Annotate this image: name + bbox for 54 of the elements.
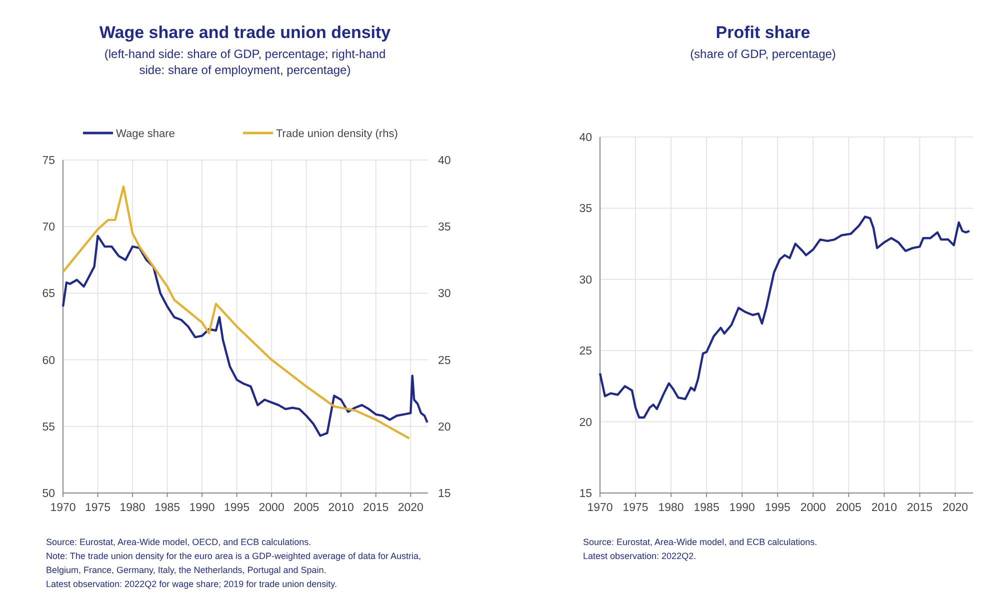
y-tick-label: 70: [42, 222, 55, 234]
chart-subtitle: (left-hand side: share of GDP, percentage; right-hand side: share of employment, percentage): [104, 47, 386, 77]
y-tick-label: 20: [579, 416, 592, 429]
legend-label: Wage share: [116, 128, 175, 140]
x-tick-label: 1970: [587, 502, 613, 514]
x-tick-label: 2000: [800, 502, 826, 514]
line-series: [598, 216, 971, 419]
y-tick-label: 35: [579, 203, 592, 216]
x-tick-label: 1985: [154, 502, 180, 514]
line-series: [62, 234, 428, 437]
y2-tick-label: 25: [438, 354, 451, 367]
x-tick-label: 1980: [120, 502, 146, 514]
source-note: Source: Eurostat, Area-Wide model, and ECB calculations.: [583, 537, 818, 547]
text: Latest observation: 2022Q2 for wage share; 2019 for trade union density.: [46, 579, 338, 589]
y-tick-label: 50: [42, 488, 55, 500]
chart-title: Wage share and trade union density: [99, 23, 392, 42]
y-tick-label: 25: [579, 346, 592, 358]
line-series: [62, 186, 410, 440]
y-tick-label: 55: [42, 421, 55, 434]
source-note: Source: Eurostat, Area-Wide model, OECD, and ECB calculations.: [46, 537, 312, 547]
x-tick-label: 2020: [942, 502, 968, 514]
y-tick-label: 30: [579, 274, 592, 286]
y-tick-label: 60: [42, 354, 55, 367]
x-tick-label: 2005: [294, 502, 320, 514]
x-tick-label: 1990: [189, 502, 215, 514]
x-tick-label: 1980: [658, 502, 684, 514]
x-tick-label: 1975: [84, 502, 111, 514]
legend-label: Trade union density (rhs): [276, 128, 398, 140]
x-tick-label: 1975: [622, 502, 648, 514]
x-tick-label: 1995: [764, 502, 790, 514]
y2-tick-label: 40: [438, 155, 451, 167]
x-tick-label: 1970: [50, 502, 76, 514]
x-tick-label: 2010: [328, 502, 354, 514]
chart-title: Profit share: [716, 23, 810, 42]
y-tick-label: 40: [579, 132, 592, 144]
y2-tick-label: 15: [438, 488, 451, 500]
x-tick-label: 2000: [258, 502, 284, 514]
y2-tick-label: 20: [438, 421, 451, 434]
y2-tick-label: 35: [438, 222, 451, 234]
text: Latest observation: 2022Q2.: [583, 551, 696, 561]
x-tick-label: 1985: [694, 502, 720, 514]
y2-tick-label: 30: [438, 288, 451, 300]
text: Note: The trade union density for the euro area is a GDP-weighted average of data for Austria, Belgium, France, Germany, Italy, the Netherlands, Portugal and Spain.: [46, 551, 422, 575]
chart-subtitle: (share of GDP, percentage): [690, 47, 836, 61]
x-tick-label: 1990: [729, 502, 755, 514]
x-tick-label: 2015: [363, 502, 389, 514]
y-tick-label: 65: [42, 288, 55, 300]
x-tick-label: 2020: [398, 502, 424, 514]
x-tick-label: 2015: [906, 502, 933, 514]
x-tick-label: 2005: [836, 502, 862, 514]
y-tick-label: 75: [42, 155, 55, 167]
x-tick-label: 2010: [871, 502, 897, 514]
x-tick-label: 1995: [224, 502, 250, 514]
y-tick-label: 15: [579, 488, 592, 500]
